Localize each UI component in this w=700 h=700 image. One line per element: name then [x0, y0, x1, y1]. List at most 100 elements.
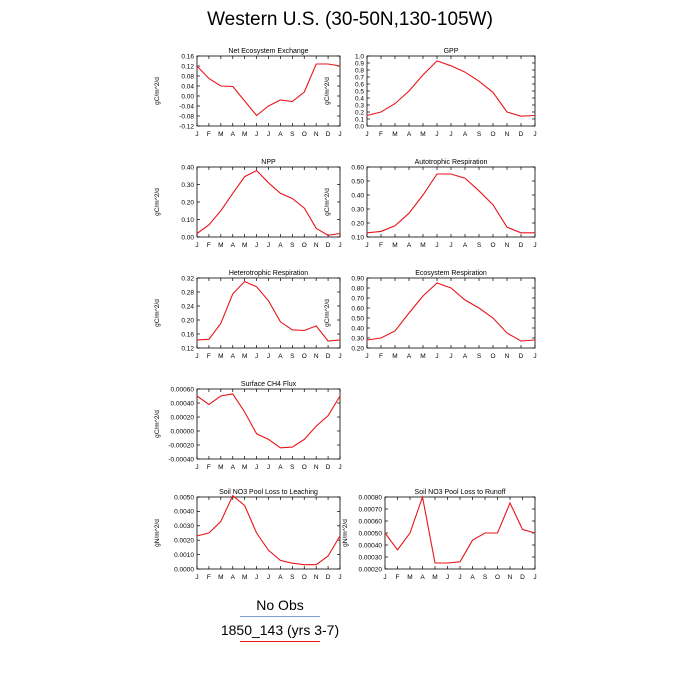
x-tick-label: O — [490, 242, 495, 249]
series-line — [196, 63, 341, 117]
x-tick-label: M — [218, 464, 223, 471]
chart-panel: Heterotrophic Respiration 0.12 0.16 0.20 0.2… — [154, 270, 342, 360]
chart-panel: Net Ecosystem Exchange -0.12 -0.08 -0.04 0.0… — [154, 48, 342, 138]
x-tick-label: O — [302, 242, 307, 249]
y-axis-label: gN/m^2/d — [154, 519, 161, 547]
y-tick-label: 0.30 — [351, 335, 364, 342]
series-line — [196, 393, 341, 449]
plot-frame — [196, 166, 341, 238]
x-tick-label: N — [314, 353, 319, 360]
y-tick-label: 0.20 — [351, 345, 364, 352]
x-tick-label: A — [231, 242, 236, 249]
x-tick-label: O — [490, 131, 495, 138]
x-tick-label: O — [495, 574, 500, 581]
x-tick-label: M — [392, 242, 397, 249]
x-tick-label: F — [207, 464, 211, 471]
y-tick-label: 0.0050 — [174, 494, 194, 501]
x-tick-label: M — [242, 464, 247, 471]
x-tick-label: J — [195, 464, 198, 471]
x-tick-label: O — [302, 353, 307, 360]
x-tick-label: M — [392, 131, 397, 138]
chart-title: Autotrophic Respiration — [415, 159, 488, 166]
y-axis-label: gC/m^2/d — [324, 299, 331, 327]
x-tick-label: M — [242, 242, 247, 249]
chart-title: Surface CH4 Flux — [241, 381, 297, 388]
x-tick-label: D — [519, 242, 524, 249]
y-tick-label: 0.32 — [181, 275, 194, 282]
chart-title: Heterotrophic Respiration — [229, 270, 308, 277]
chart-title: Ecosystem Respiration — [415, 270, 487, 277]
chart-title: Net Ecosystem Exchange — [228, 48, 308, 55]
x-tick-label: S — [477, 131, 482, 138]
x-tick-label: M — [242, 131, 247, 138]
series-line — [366, 60, 536, 117]
main-title: Western U.S. (30-50N,130-105W) — [207, 9, 493, 30]
y-tick-label: 0.4 — [355, 95, 364, 102]
y-tick-label: 0.10 — [351, 234, 364, 241]
y-tick-label: -0.08 — [179, 113, 194, 120]
x-tick-label: N — [505, 242, 510, 249]
x-tick-label: J — [195, 242, 198, 249]
x-tick-label: J — [533, 242, 536, 249]
y-tick-label: 0.90 — [351, 275, 364, 282]
chart-panel: Soil NO3 Pool Loss to Runoff 0.00020 0.000… — [342, 489, 537, 581]
x-tick-label: N — [505, 131, 510, 138]
y-axis-label: gC/m^2/d — [324, 77, 331, 105]
x-tick-label: M — [218, 574, 223, 581]
x-tick-label: M — [392, 353, 397, 360]
y-tick-label: 0.00080 — [359, 494, 383, 501]
x-tick-label: M — [420, 353, 425, 360]
x-tick-label: F — [379, 242, 383, 249]
x-tick-label: N — [314, 242, 319, 249]
x-tick-label: M — [218, 131, 223, 138]
x-tick-label: J — [195, 131, 198, 138]
y-tick-label: 0.0020 — [174, 538, 194, 545]
x-tick-label: J — [195, 353, 198, 360]
y-tick-label: 0.1 — [355, 116, 364, 123]
x-tick-label: O — [490, 353, 495, 360]
x-tick-label: A — [231, 574, 236, 581]
y-tick-label: 0.8 — [355, 67, 364, 74]
series-line — [366, 282, 536, 342]
x-tick-label: J — [533, 131, 536, 138]
y-tick-label: 0.60 — [351, 305, 364, 312]
y-tick-label: 0.00020 — [171, 414, 195, 421]
y-tick-label: 0.7 — [355, 74, 364, 81]
y-tick-label: 0.0000 — [174, 566, 194, 573]
y-tick-label: 0.60 — [351, 164, 364, 171]
y-axis-label: gC/m^2/d — [154, 410, 161, 438]
y-axis-label: gC/m^2/d — [324, 188, 331, 216]
x-tick-label: D — [326, 464, 331, 471]
y-tick-label: 0.10 — [181, 217, 194, 224]
x-tick-label: F — [379, 131, 383, 138]
x-tick-label: J — [435, 242, 438, 249]
x-tick-label: M — [420, 131, 425, 138]
y-tick-label: 0.50 — [351, 315, 364, 322]
x-tick-label: F — [207, 242, 211, 249]
x-tick-label: S — [290, 464, 295, 471]
x-tick-label: N — [314, 464, 319, 471]
chart-title: Soil NO3 Pool Loss to Leaching — [219, 489, 318, 496]
y-axis-label: gC/m^2/d — [154, 299, 161, 327]
series-line — [196, 169, 341, 236]
x-tick-label: M — [242, 574, 247, 581]
x-tick-label: A — [463, 131, 468, 138]
y-tick-label: 1.0 — [355, 53, 364, 60]
x-tick-label: A — [278, 131, 283, 138]
x-tick-label: J — [338, 242, 341, 249]
plot-frame — [196, 496, 341, 570]
y-tick-label: 0.40 — [351, 325, 364, 332]
x-tick-label: J — [365, 353, 368, 360]
x-tick-label: A — [231, 353, 236, 360]
x-tick-label: A — [278, 464, 283, 471]
chart-panel: Ecosystem Respiration 0.20 0.30 0.40 0.50 0.6… — [324, 270, 537, 360]
x-tick-label: A — [278, 353, 283, 360]
x-tick-label: S — [290, 242, 295, 249]
y-tick-label: 0.0040 — [174, 509, 194, 516]
y-tick-label: 0.00040 — [359, 542, 383, 549]
y-axis-label: gC/m^2/d — [154, 188, 161, 216]
y-tick-label: 0.16 — [181, 331, 194, 338]
x-tick-label: O — [302, 464, 307, 471]
x-tick-label: S — [477, 242, 482, 249]
y-axis-label: gN/m^2/d — [342, 519, 349, 547]
